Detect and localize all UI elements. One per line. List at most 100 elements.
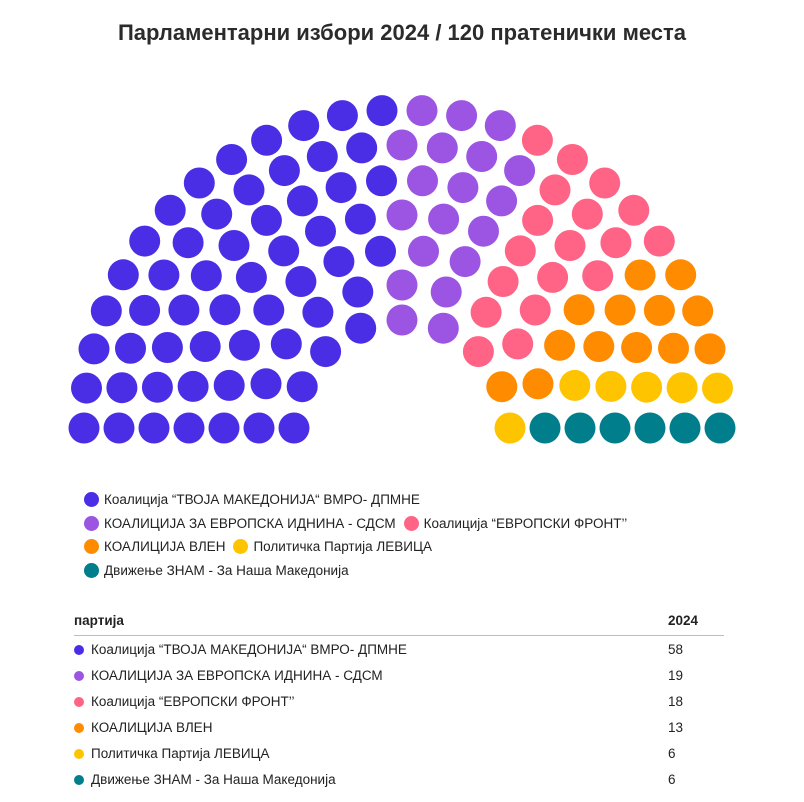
- seat-dot[interactable]: [658, 332, 689, 364]
- seat-dot[interactable]: [595, 370, 627, 402]
- seat-dot[interactable]: [583, 331, 615, 362]
- seat-dot[interactable]: [556, 144, 588, 175]
- seat-dot[interactable]: [251, 124, 283, 156]
- seat-dot[interactable]: [666, 372, 698, 404]
- seat-dot[interactable]: [426, 132, 458, 164]
- seat-dot[interactable]: [529, 412, 561, 444]
- seat-dot[interactable]: [168, 294, 200, 326]
- seat-dot[interactable]: [694, 333, 726, 365]
- seat-dot[interactable]: [151, 332, 183, 363]
- seat-dot[interactable]: [325, 172, 357, 204]
- seat-dot[interactable]: [228, 329, 260, 361]
- seat-dot[interactable]: [286, 371, 318, 403]
- seat-dot[interactable]: [173, 412, 205, 444]
- seat-dot[interactable]: [386, 199, 418, 231]
- seat-dot[interactable]: [106, 372, 138, 404]
- seat-dot[interactable]: [430, 276, 462, 308]
- seat-dot[interactable]: [544, 329, 576, 361]
- seat-dot[interactable]: [631, 371, 663, 403]
- seat-dot[interactable]: [504, 155, 536, 187]
- seat-dot[interactable]: [270, 328, 302, 360]
- seat-dot[interactable]: [115, 332, 146, 364]
- seat-dot[interactable]: [634, 412, 666, 444]
- seat-dot[interactable]: [268, 155, 300, 187]
- seat-dot[interactable]: [408, 235, 439, 267]
- seat-dot[interactable]: [571, 198, 603, 230]
- seat-dot[interactable]: [208, 412, 240, 444]
- seat-dot[interactable]: [326, 100, 358, 132]
- seat-dot[interactable]: [702, 372, 733, 404]
- seat-dot[interactable]: [78, 333, 110, 365]
- seat-dot[interactable]: [665, 259, 697, 291]
- seat-dot[interactable]: [302, 296, 334, 328]
- seat-dot[interactable]: [406, 95, 438, 127]
- seat-dot[interactable]: [218, 230, 250, 261]
- seat-dot[interactable]: [407, 165, 438, 197]
- seat-dot[interactable]: [68, 412, 100, 444]
- seat-dot[interactable]: [386, 304, 418, 336]
- seat-dot[interactable]: [502, 328, 534, 360]
- seat-dot[interactable]: [564, 412, 596, 444]
- seat-dot[interactable]: [148, 259, 180, 291]
- seat-dot[interactable]: [643, 225, 675, 257]
- seat-dot[interactable]: [428, 203, 460, 235]
- seat-dot[interactable]: [253, 294, 285, 326]
- seat-dot[interactable]: [554, 230, 586, 261]
- seat-dot[interactable]: [521, 124, 553, 156]
- seat-dot[interactable]: [177, 370, 209, 402]
- year-column-header[interactable]: 2024: [668, 608, 724, 636]
- seat-dot[interactable]: [285, 266, 317, 297]
- seat-dot[interactable]: [129, 294, 161, 326]
- seat-dot[interactable]: [129, 225, 161, 257]
- seat-dot[interactable]: [323, 246, 355, 278]
- seat-dot[interactable]: [250, 368, 282, 400]
- seat-dot[interactable]: [183, 167, 215, 199]
- legend-item[interactable]: Политичка Партија ЛЕВИЦА: [233, 539, 432, 555]
- seat-dot[interactable]: [154, 194, 186, 226]
- seat-dot[interactable]: [233, 174, 265, 206]
- seat-dot[interactable]: [209, 294, 241, 326]
- seat-dot[interactable]: [427, 312, 459, 344]
- seat-dot[interactable]: [504, 235, 536, 267]
- seat-dot[interactable]: [138, 412, 170, 444]
- seat-dot[interactable]: [344, 203, 376, 235]
- seat-dot[interactable]: [539, 174, 571, 206]
- seat-dot[interactable]: [604, 294, 636, 326]
- seat-dot[interactable]: [559, 369, 591, 401]
- seat-dot[interactable]: [470, 296, 502, 328]
- seat-dot[interactable]: [345, 312, 377, 344]
- seat-dot[interactable]: [484, 110, 516, 142]
- seat-dot[interactable]: [213, 369, 245, 401]
- seat-dot[interactable]: [643, 294, 675, 326]
- seat-dot[interactable]: [519, 294, 551, 326]
- party-column-header[interactable]: партија: [74, 608, 668, 636]
- seat-dot[interactable]: [682, 295, 714, 327]
- legend-item[interactable]: Движење ЗНАМ - За Наша Македонија: [84, 562, 349, 578]
- seat-dot[interactable]: [386, 129, 418, 161]
- seat-dot[interactable]: [268, 235, 300, 267]
- seat-dot[interactable]: [190, 260, 222, 292]
- seat-dot[interactable]: [235, 261, 267, 293]
- legend-item[interactable]: Коалиција “ТВОЈА МАКЕДОНИЈА“ ВМРО- ДПМНЕ: [84, 492, 420, 508]
- seat-dot[interactable]: [600, 227, 632, 259]
- seat-dot[interactable]: [305, 215, 336, 247]
- seat-dot[interactable]: [310, 336, 342, 368]
- seat-dot[interactable]: [468, 215, 499, 247]
- seat-dot[interactable]: [90, 295, 122, 327]
- legend-item[interactable]: КОАЛИЦИЈА ЗА ЕВРОПСКА ИДНИНА - СДСМ: [84, 515, 396, 531]
- seat-dot[interactable]: [449, 246, 481, 278]
- seat-dot[interactable]: [243, 412, 275, 444]
- seat-dot[interactable]: [288, 110, 320, 142]
- seat-dot[interactable]: [103, 412, 135, 444]
- seat-dot[interactable]: [599, 412, 631, 444]
- seat-dot[interactable]: [306, 141, 338, 172]
- seat-dot[interactable]: [447, 172, 479, 204]
- seat-dot[interactable]: [621, 332, 653, 363]
- seat-dot[interactable]: [589, 167, 621, 199]
- seat-dot[interactable]: [366, 95, 398, 127]
- legend-item[interactable]: Коалиција “ЕВРОПСКИ ФРОНТ’’: [403, 515, 627, 531]
- seat-dot[interactable]: [346, 132, 378, 164]
- seat-dot[interactable]: [537, 261, 569, 293]
- seat-dot[interactable]: [522, 368, 554, 400]
- seat-dot[interactable]: [189, 331, 221, 362]
